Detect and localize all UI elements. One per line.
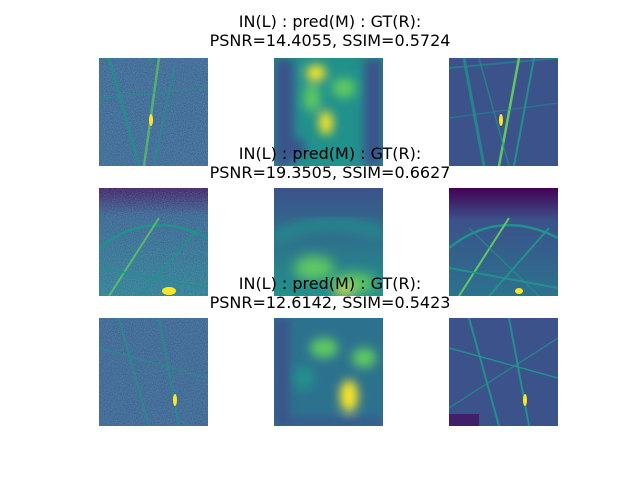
row-1-title-line2: PSNR=14.4055, SSIM=0.5724 <box>209 31 451 50</box>
row-1-input-image <box>99 58 208 166</box>
row-2-prediction-image <box>274 188 383 296</box>
row-2-input-image <box>99 188 208 296</box>
row-3-title: IN(L) : pred(M) : GT(R): PSNR=12.6142, S… <box>0 274 640 312</box>
row-1-prediction-image <box>274 58 383 166</box>
row-2-title: IN(L) : pred(M) : GT(R): PSNR=19.3505, S… <box>0 144 640 182</box>
row-1-title-line1: IN(L) : pred(M) : GT(R): <box>238 12 422 31</box>
row-3-prediction-image <box>274 318 383 426</box>
row-1-ground-truth-image <box>449 58 558 166</box>
row-3-title-line1: IN(L) : pred(M) : GT(R): <box>238 274 422 293</box>
row-1-title: IN(L) : pred(M) : GT(R): PSNR=14.4055, S… <box>0 12 640 50</box>
row-3-ground-truth-image <box>449 318 558 426</box>
row-2-title-line1: IN(L) : pred(M) : GT(R): <box>238 144 422 163</box>
row-2-title-line2: PSNR=19.3505, SSIM=0.6627 <box>209 163 451 182</box>
row-2-ground-truth-image <box>449 188 558 296</box>
row-3-title-line2: PSNR=12.6142, SSIM=0.5423 <box>209 293 451 312</box>
row-3-input-image <box>99 318 208 426</box>
